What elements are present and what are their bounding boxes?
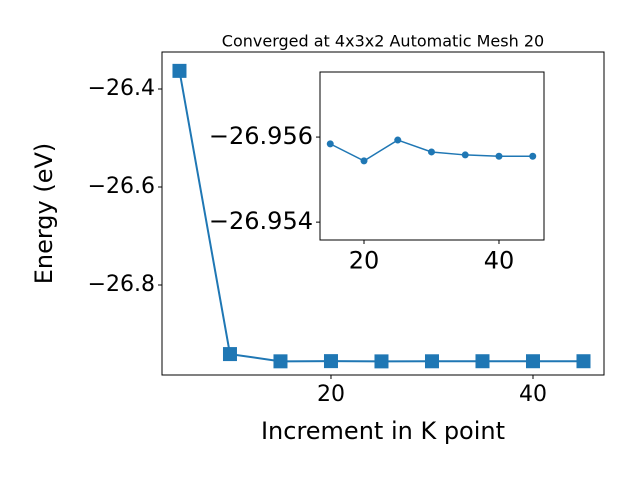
marker	[222, 347, 237, 362]
marker	[326, 140, 334, 148]
x-tick-label: 40	[484, 247, 515, 275]
marker	[172, 63, 187, 78]
y-tick-label: −26.956	[209, 122, 313, 150]
marker	[461, 151, 469, 159]
marker	[360, 157, 368, 165]
y-tick-label: −26.954	[209, 207, 313, 235]
x-tick-label: 40	[519, 382, 547, 407]
y-tick-label: −26.4	[88, 76, 155, 101]
y-tick-label: −26.6	[88, 174, 155, 199]
marker	[576, 354, 591, 369]
marker	[394, 136, 402, 144]
marker	[374, 354, 389, 369]
marker	[525, 354, 540, 369]
x-axis-label: Increment in K point	[261, 417, 505, 445]
marker	[323, 354, 338, 369]
marker	[475, 354, 490, 369]
y-axis-label: Energy (eV)	[30, 143, 58, 285]
axes-frame	[161, 51, 605, 376]
marker	[495, 152, 503, 160]
x-tick-label: 20	[317, 382, 345, 407]
marker	[529, 152, 537, 160]
marker	[427, 148, 435, 156]
marker	[273, 354, 288, 369]
marker	[424, 354, 439, 369]
axes-frame	[319, 71, 545, 241]
chart-title: Converged at 4x3x2 Automatic Mesh 20	[222, 32, 544, 51]
x-tick-label: 20	[349, 247, 380, 275]
y-tick-label: −26.8	[88, 272, 155, 297]
